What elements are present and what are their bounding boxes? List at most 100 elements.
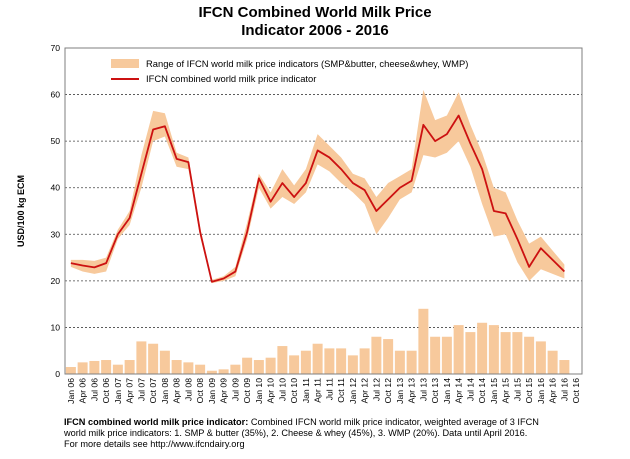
spread-bar [300,350,311,374]
milk-price-chart: 0 10 20 30 40 50 60 70 Jan 06 Apr 06 Jul 06 Oct 06… [16,43,583,404]
spread-bar [230,364,241,374]
x-tick-label: Jan 09 [207,378,217,404]
x-tick-label: Jul 09 [230,378,240,401]
x-tick-label: Oct 09 [242,378,252,404]
spread-bar [406,350,417,374]
spread-bar [488,325,499,374]
x-tick-label: Apr 15 [501,378,511,404]
x-tick-label: Apr 12 [360,378,370,404]
legend-label-range: Range of IFCN world milk price indicator… [146,58,468,69]
spread-bar [512,332,523,374]
x-tick-label: Jan 10 [254,378,264,404]
y-tick-label: 60 [50,90,60,100]
spread-bar [112,364,123,374]
range-band [70,89,565,284]
x-tick-label: Jul 15 [512,378,522,401]
spread-bar [500,332,511,374]
x-tick-label: Jul 12 [371,378,381,401]
y-tick-label: 70 [50,43,60,53]
chart-title: IFCN Combined World Milk Price Indicator… [0,4,630,40]
y-tick-label: 30 [50,229,60,239]
spread-bar [195,364,206,374]
x-tick-label: Apr 16 [548,378,558,404]
footnote-line-2: world milk price indicators: 1. SMP & bu… [64,428,528,438]
spread-bar [477,322,488,374]
spread-bar [148,343,159,374]
y-tick-label: 50 [50,136,60,146]
x-tick-label: Jan 07 [113,378,123,404]
spread-bar [206,370,217,374]
x-tick-label: Oct 13 [430,378,440,404]
chart-title-line-2: Indicator 2006 - 2016 [241,22,389,39]
spread-bar [430,336,441,374]
x-tick-label: Jan 06 [66,378,76,404]
spread-bar [312,343,323,374]
x-tick-label: Jan 11 [301,378,311,403]
spread-bar [171,360,182,374]
price-series-line [70,114,566,283]
spread-bar [383,339,394,374]
x-tick-label: Apr 10 [266,378,276,404]
y-axis-label: USD/100 kg ECM [16,175,26,247]
x-axis-ticks: Jan 06 Apr 06 Jul 06 Oct 06 Jan 07 Apr 07 Jul … [66,378,581,404]
x-tick-label: Oct 16 [571,378,581,404]
footnote-line-3: For more details see http://www.ifcndair… [64,439,245,449]
spread-bar [347,355,358,374]
x-tick-label: Jan 08 [160,378,170,404]
x-tick-label: Apr 06 [78,378,88,404]
x-tick-label: Oct 14 [477,378,487,404]
spread-bar [65,367,76,374]
legend-label-line: IFCN combined world milk price indicator [146,73,316,84]
x-tick-label: Apr 09 [219,378,229,404]
x-tick-label: Apr 14 [454,378,464,404]
range-band-area [70,89,565,284]
spread-bar [465,332,476,374]
spread-bar [535,341,546,374]
spread-bar [371,336,382,374]
y-tick-label: 10 [50,322,60,332]
y-tick-label: 40 [50,183,60,193]
x-tick-label: Oct 06 [101,378,111,404]
x-tick-label: Jul 13 [418,378,428,401]
y-tick-label: 0 [55,369,60,379]
spread-bar [136,341,147,374]
x-tick-label: Jul 14 [465,378,475,401]
spread-bar [89,360,100,374]
y-axis-ticks: 0 10 20 30 40 50 60 70 [50,43,60,379]
legend: Range of IFCN world milk price indicator… [111,58,468,84]
spread-bar [265,357,276,374]
spread-bar [324,348,335,374]
x-tick-label: Jul 06 [89,378,99,401]
x-tick-label: Jul 08 [183,378,193,401]
x-tick-label: Oct 11 [336,378,346,403]
plot-frame [64,47,583,375]
x-tick-label: Jan 15 [489,378,499,404]
spread-bar [101,360,112,374]
spread-bar [253,360,264,374]
spread-bar [394,350,405,374]
spread-bar [359,348,370,374]
spread-bar [183,362,194,374]
price-line [70,114,566,283]
x-tick-label: Jan 13 [395,378,405,404]
spread-bar [277,346,288,374]
x-tick-label: Oct 07 [148,378,158,404]
spread-bars [65,308,570,374]
spread-bar [418,308,429,374]
y-tick-label: 20 [50,276,60,286]
spread-bar [242,357,253,374]
x-tick-label: Jul 07 [136,378,146,401]
chart-title-line-1: IFCN Combined World Milk Price [198,4,432,21]
footnote-line-1: Combined IFCN world milk price indicator… [248,417,539,427]
spread-bar [559,360,570,374]
x-tick-label: Apr 07 [125,378,135,404]
spread-bar [336,348,347,374]
x-tick-label: Oct 10 [289,378,299,404]
spread-bar [124,360,135,374]
x-tick-label: Apr 13 [407,378,417,404]
x-tick-label: Oct 15 [524,378,534,404]
spread-bar [524,336,535,374]
x-tick-label: Apr 11 [313,378,323,403]
spread-bar [453,325,464,374]
x-tick-label: Jan 16 [536,378,546,404]
